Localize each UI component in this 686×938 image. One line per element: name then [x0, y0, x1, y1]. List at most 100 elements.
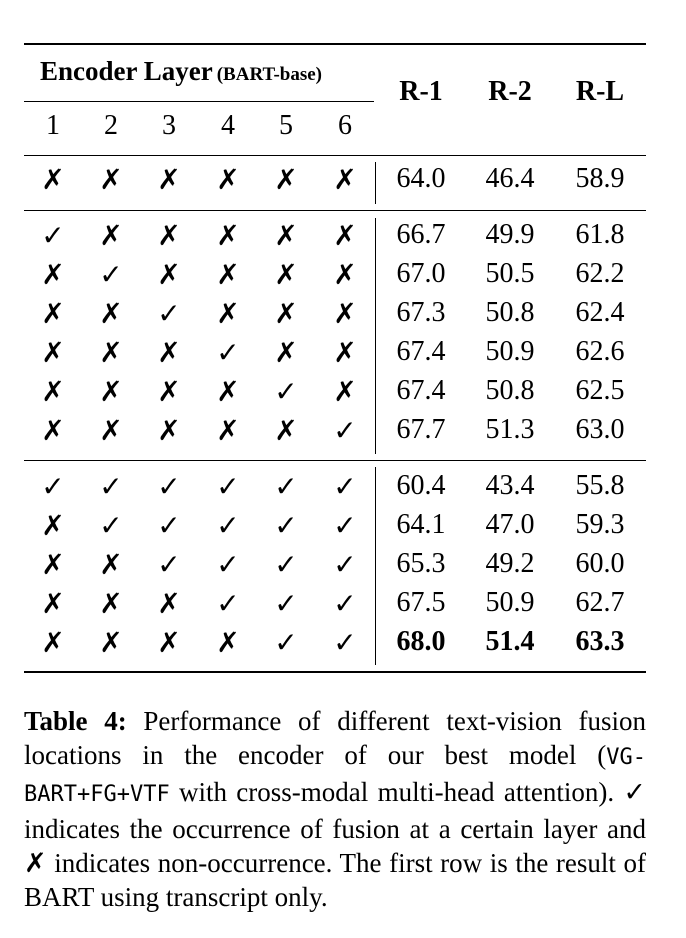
check-mark-icon: ✓	[216, 472, 240, 503]
column-separator-1	[375, 162, 376, 204]
cross-mark-icon: ✗	[274, 165, 298, 196]
cross-mark-icon: ✗	[24, 848, 47, 878]
cross-mark-icon: ✗	[99, 416, 123, 447]
cross-mark-icon: ✗	[333, 299, 357, 330]
score-cell: 68.0	[396, 626, 446, 657]
caption-text-1: Performance of different text-vision fus…	[24, 706, 646, 770]
score-cell: 67.0	[396, 258, 446, 289]
cross-mark-icon: ✗	[274, 416, 298, 447]
score-cell: 67.4	[396, 336, 446, 367]
table-top-rule	[24, 43, 646, 45]
cross-mark-icon: ✗	[216, 221, 240, 252]
cross-mark-icon: ✗	[157, 165, 181, 196]
check-mark-icon: ✓	[333, 550, 357, 581]
check-mark-icon: ✓	[99, 260, 123, 291]
cross-mark-icon: ✗	[274, 260, 298, 291]
cross-mark-icon: ✗	[41, 338, 65, 369]
encoder-layer-subtitle: (BART-base)	[216, 64, 322, 85]
score-cell: 62.5	[575, 375, 625, 406]
score-cell: 62.6	[575, 336, 625, 367]
check-mark-icon: ✓	[216, 550, 240, 581]
score-cell: 50.8	[485, 297, 535, 328]
cross-mark-icon: ✗	[157, 221, 181, 252]
group-rule-1	[24, 210, 646, 211]
cross-mark-icon: ✗	[274, 338, 298, 369]
score-cell: 46.4	[485, 163, 535, 194]
score-cell: 65.3	[396, 548, 446, 579]
score-cell: 50.9	[485, 587, 535, 618]
cross-mark-icon: ✗	[333, 377, 357, 408]
column-separator-3	[375, 467, 376, 665]
layer-header-3: 3	[162, 110, 176, 141]
score-cell: 62.7	[575, 587, 625, 618]
cross-mark-icon: ✗	[216, 299, 240, 330]
cross-mark-icon: ✗	[99, 338, 123, 369]
table-bottom-rule	[24, 671, 646, 673]
check-mark-icon: ✓	[333, 511, 357, 542]
cross-mark-icon: ✗	[157, 628, 181, 659]
cross-mark-icon: ✗	[99, 628, 123, 659]
score-cell: 64.1	[396, 509, 446, 540]
caption-text-3: indicates the occurrence of fusion at a …	[24, 814, 646, 844]
caption-text-4: indicates non-occurrence. The first row …	[24, 848, 646, 912]
score-cell: 62.4	[575, 297, 625, 328]
cross-mark-icon: ✗	[157, 260, 181, 291]
cross-mark-icon: ✗	[157, 589, 181, 620]
cross-mark-icon: ✗	[333, 165, 357, 196]
check-mark-icon: ✓	[274, 589, 298, 620]
cross-mark-icon: ✗	[99, 299, 123, 330]
cross-mark-icon: ✗	[333, 221, 357, 252]
check-mark-icon: ✓	[333, 472, 357, 503]
cross-mark-icon: ✗	[41, 589, 65, 620]
score-cell: 58.9	[575, 163, 625, 194]
cross-mark-icon: ✗	[333, 338, 357, 369]
score-cell: 66.7	[396, 219, 446, 250]
score-cell: 67.7	[396, 414, 446, 445]
cross-mark-icon: ✗	[99, 221, 123, 252]
check-mark-icon: ✓	[157, 472, 181, 503]
group-rule-2	[24, 460, 646, 461]
score-cell: 49.9	[485, 219, 535, 250]
cross-mark-icon: ✗	[216, 416, 240, 447]
cross-mark-icon: ✗	[41, 299, 65, 330]
cross-mark-icon: ✗	[157, 416, 181, 447]
score-cell: 67.5	[396, 587, 446, 618]
cross-mark-icon: ✗	[216, 260, 240, 291]
score-cell: 59.3	[575, 509, 625, 540]
score-cell: 67.4	[396, 375, 446, 406]
check-mark-icon: ✓	[216, 589, 240, 620]
header-bottom-rule	[24, 155, 646, 156]
cross-mark-icon: ✗	[216, 377, 240, 408]
encoder-layer-title: Encoder Layer	[40, 56, 213, 86]
caption-model-name: VG-BART+FG+VTF	[24, 745, 646, 807]
check-mark-icon: ✓	[274, 550, 298, 581]
score-cell: 64.0	[396, 163, 446, 194]
check-mark-icon: ✓	[41, 472, 65, 503]
cross-mark-icon: ✗	[274, 221, 298, 252]
check-mark-icon: ✓	[274, 472, 298, 503]
check-mark-icon: ✓	[333, 628, 357, 659]
score-cell: 61.8	[575, 219, 625, 250]
check-mark-icon: ✓	[333, 589, 357, 620]
check-mark-icon: ✓	[274, 511, 298, 542]
column-separator-2	[375, 218, 376, 454]
score-cell: 50.8	[485, 375, 535, 406]
score-cell: 51.4	[485, 626, 535, 657]
cross-mark-icon: ✗	[216, 165, 240, 196]
cross-mark-icon: ✗	[41, 416, 65, 447]
layer-header-4: 4	[221, 110, 235, 141]
check-mark-icon: ✓	[41, 221, 65, 252]
layer-header-2: 2	[104, 110, 118, 141]
score-cell: 63.0	[575, 414, 625, 445]
cross-mark-icon: ✗	[216, 628, 240, 659]
check-mark-icon: ✓	[274, 628, 298, 659]
cross-mark-icon: ✗	[333, 260, 357, 291]
score-cell: 49.2	[485, 548, 535, 579]
check-mark-icon: ✓	[99, 511, 123, 542]
check-mark-icon: ✓	[99, 472, 123, 503]
metric-header-r-2: R-2	[488, 76, 532, 107]
layer-header-5: 5	[279, 110, 293, 141]
cross-mark-icon: ✗	[41, 260, 65, 291]
check-mark-icon: ✓	[157, 550, 181, 581]
score-cell: 50.9	[485, 336, 535, 367]
